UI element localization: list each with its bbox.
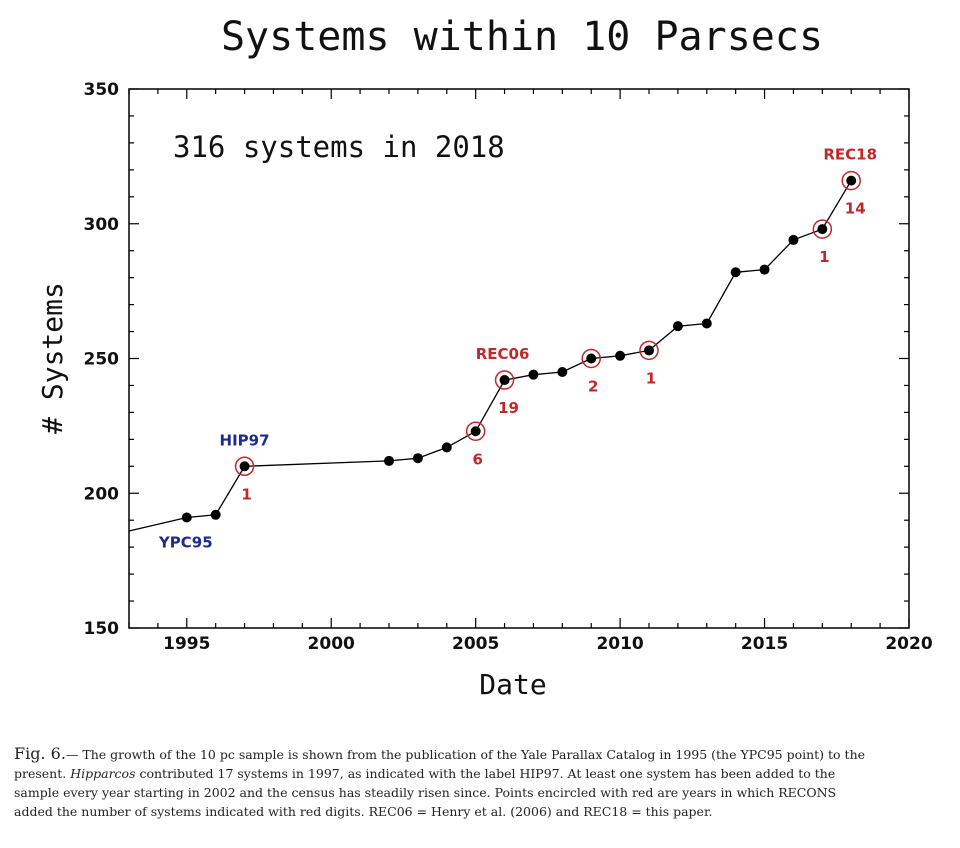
data-point xyxy=(528,369,539,380)
annotations: 1 6 19 2 1 1 14 YPC95 HIP97 REC06 REC18 xyxy=(158,146,877,552)
data-point xyxy=(846,175,857,186)
recons-count-label: 2 xyxy=(588,378,598,396)
inset-summary: 316 systems in 2018 xyxy=(173,130,505,164)
y-axis-label: # Systems xyxy=(36,282,69,434)
recons-circle xyxy=(812,219,833,239)
data-point xyxy=(441,442,452,453)
data-point xyxy=(701,318,712,329)
y-tick-label: 350 xyxy=(84,80,120,100)
data-point xyxy=(788,234,799,245)
x-tick-label: 2020 xyxy=(885,634,932,654)
recons-circle xyxy=(494,370,515,390)
caption-text-part2: contributed 17 systems in 1997, as indic… xyxy=(14,766,837,819)
y-tick-label: 200 xyxy=(84,484,120,504)
series-annotation-label: YPC95 xyxy=(158,534,213,552)
x-tick-label: 2015 xyxy=(741,634,788,654)
chart-title: Systems within 10 Parsecs xyxy=(221,14,823,60)
axis-ticks xyxy=(128,88,910,629)
x-tick-label: 1995 xyxy=(163,634,210,654)
recons-circle xyxy=(234,456,255,477)
y-tick-label: 150 xyxy=(84,619,120,639)
y-tick-label: 250 xyxy=(84,350,120,370)
y-tick-label: 300 xyxy=(84,215,120,235)
recons-count-label: 1 xyxy=(241,485,251,503)
x-tick-label: 2000 xyxy=(308,634,355,654)
data-point xyxy=(239,461,250,472)
recons-circle xyxy=(841,170,861,191)
x-tick-label: 2010 xyxy=(596,634,643,654)
recons-count-label: 6 xyxy=(472,450,482,468)
recons-circle xyxy=(639,340,659,361)
data-point xyxy=(615,350,626,361)
recons-circle xyxy=(581,348,601,369)
x-tick-label: 2005 xyxy=(452,634,499,654)
data-point xyxy=(759,264,770,275)
data-point xyxy=(644,345,654,356)
caption-italic: Hipparcos xyxy=(70,766,136,781)
x-axis-label: Date xyxy=(479,668,546,701)
recons-count-label: 1 xyxy=(819,248,829,266)
recons-circles xyxy=(234,170,861,477)
caption-text-part1: — The growth of the 10 pc sample is show… xyxy=(14,747,866,781)
data-point xyxy=(210,509,221,520)
data-point xyxy=(470,426,481,437)
data-point xyxy=(672,321,683,332)
data-point xyxy=(730,267,741,278)
chart: Systems within 10 Parsecs 1995 2000 2005 20… xyxy=(36,14,933,701)
recons-circle xyxy=(465,421,486,442)
data-point xyxy=(817,224,828,235)
data-point xyxy=(384,455,394,466)
tick-labels: 1995 2000 2005 2010 2015 2020 150 200 250 300 350 xyxy=(84,80,933,654)
figure-caption: Fig. 6.— The growth of the 10 pc sample … xyxy=(14,744,874,821)
data-point xyxy=(586,353,597,364)
data-point xyxy=(181,512,192,523)
recons-count-label: 1 xyxy=(646,369,656,387)
data-point xyxy=(499,375,510,386)
series-annotation-label: REC18 xyxy=(823,146,877,164)
recons-count-label: 14 xyxy=(845,200,866,218)
data-point xyxy=(412,453,423,464)
data-points xyxy=(181,175,857,523)
series-annotation-label: HIP97 xyxy=(220,431,270,449)
data-point xyxy=(557,366,568,377)
series-annotation-label: REC06 xyxy=(476,345,530,363)
recons-count-label: 19 xyxy=(498,399,519,417)
caption-fig-label: Fig. 6. xyxy=(14,744,66,763)
